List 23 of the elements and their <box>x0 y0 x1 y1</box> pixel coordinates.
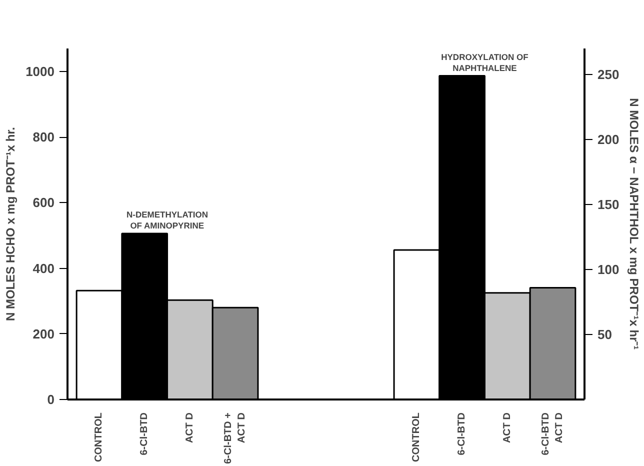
y2-tick-label: 50 <box>598 327 612 342</box>
y2-axis-title: N MOLES α − NAPHTHOL x mg PROT⁻¹x hr⁻¹ <box>627 98 642 350</box>
x-tick-label: ACT D <box>184 412 196 444</box>
y-tick-label: 1000 <box>26 64 54 79</box>
y-tick-label: 200 <box>32 326 55 342</box>
x-tick-label: CONTROL <box>411 412 422 462</box>
y-tick-label: 400 <box>32 260 55 276</box>
y2-tick-label: 200 <box>598 132 620 147</box>
y-tick-label: 600 <box>32 195 55 210</box>
annotation: N-DEMETHYLATION OF AMINOPYRINE <box>126 210 208 231</box>
y2-tick-label: 100 <box>598 262 620 277</box>
y-tick-label: 800 <box>32 130 55 145</box>
y-tick-label: 0 <box>47 392 55 407</box>
x-tick-label: 6-Cl-BTD <box>139 412 150 456</box>
x-tick-label: 6-Cl-BTD <box>456 412 468 456</box>
y2-tick-label: 250 <box>598 67 620 82</box>
annotation: HYDROXYLATION OF NAPHTHALENE <box>441 52 528 73</box>
x-tick-label: ACT D <box>502 412 513 444</box>
y2-tick-label: 150 <box>598 197 620 212</box>
y-axis-title: N MOLES HCHO x mg PROT⁻¹x hr. <box>4 126 18 322</box>
x-tick-label: 6-Cl-BTD ACT D <box>540 412 565 456</box>
x-tick-label: CONTROL <box>94 412 105 462</box>
x-tick-label: 6-Cl-BTD + ACT D <box>223 412 248 464</box>
